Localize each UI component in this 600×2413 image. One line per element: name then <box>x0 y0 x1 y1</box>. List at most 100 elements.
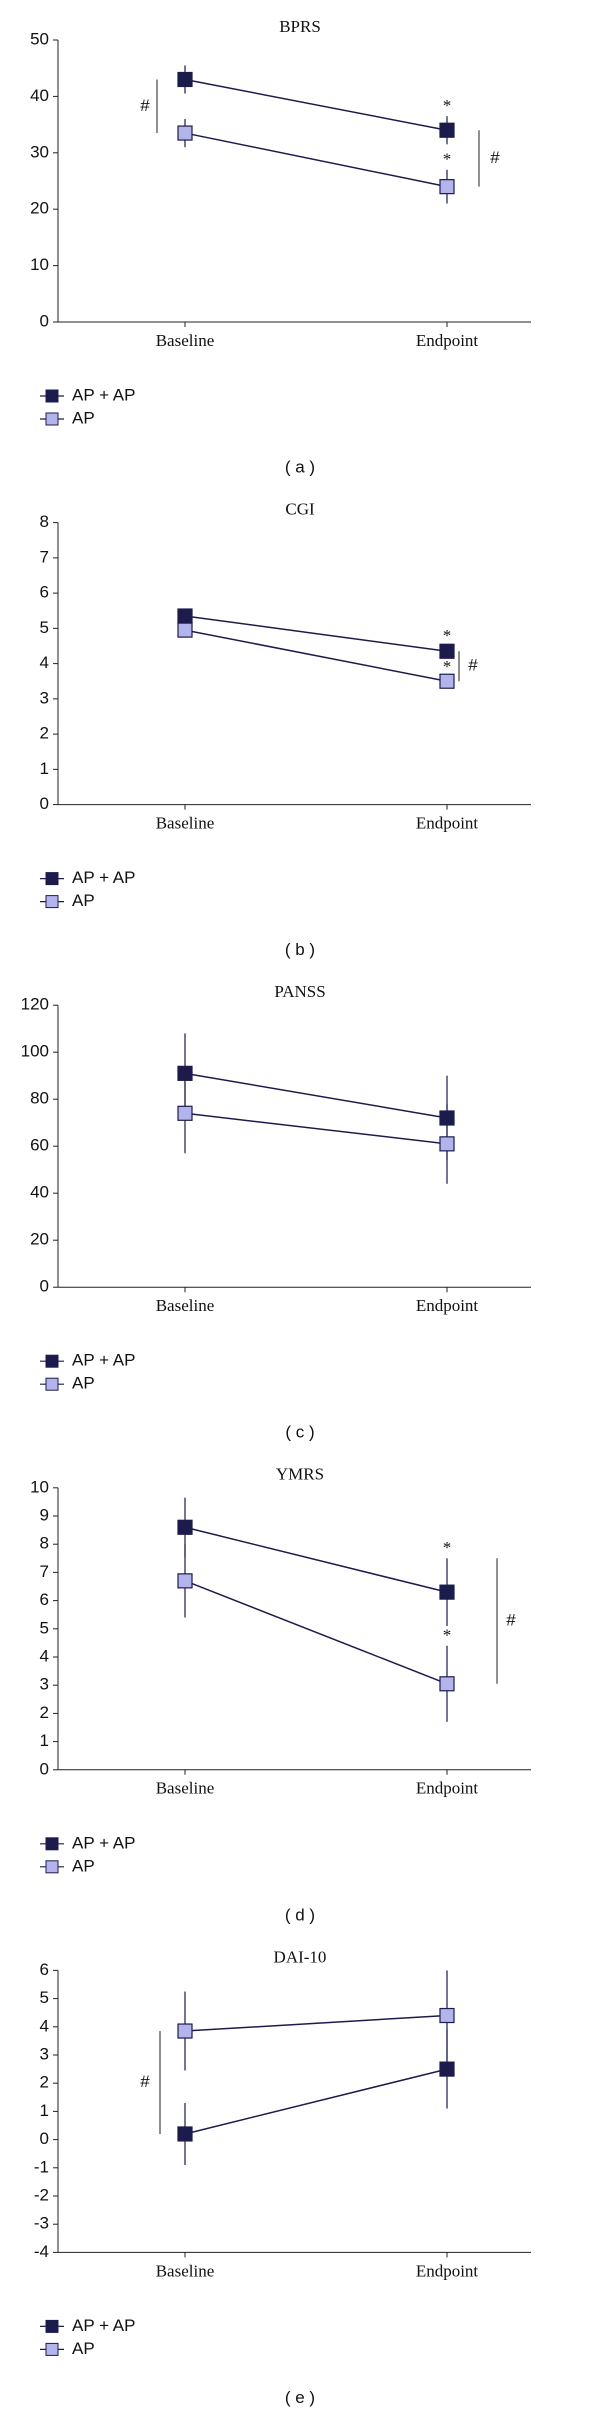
y-tick-label: 40 <box>30 86 49 105</box>
legend-label: AP + AP <box>72 1833 135 1852</box>
data-point <box>439 1136 455 1152</box>
significance-mark: # <box>468 656 478 675</box>
data-point <box>177 125 193 141</box>
legend-label: AP + AP <box>72 1351 135 1370</box>
series-line <box>184 2068 448 2135</box>
significance-mark: # <box>140 96 150 115</box>
y-tick-label: 2 <box>40 2073 49 2092</box>
significance-mark: * <box>443 1626 452 1645</box>
y-tick-label: 7 <box>40 1562 49 1581</box>
data-point <box>177 2023 193 2039</box>
legend-label: AP <box>72 1856 95 1875</box>
panel-label: ( d ) <box>285 1905 315 1924</box>
x-tick-label: Baseline <box>156 2261 215 2280</box>
data-point <box>439 673 455 689</box>
y-tick-label: 100 <box>21 1042 49 1061</box>
panel-label: ( b ) <box>285 940 315 959</box>
legend-marker <box>45 2342 59 2356</box>
legend-marker <box>45 1377 59 1391</box>
data-point <box>439 2061 455 2077</box>
series-line <box>184 132 448 188</box>
y-tick-label: 3 <box>40 1675 49 1694</box>
data-point <box>177 1519 193 1535</box>
y-tick-label: 10 <box>30 1477 49 1496</box>
chart-title: BPRS <box>279 17 321 36</box>
y-tick-label: 60 <box>30 1136 49 1155</box>
legend-marker <box>45 872 59 886</box>
y-tick-label: 4 <box>40 2016 49 2035</box>
significance-mark: # <box>140 2072 150 2091</box>
data-point <box>177 622 193 638</box>
significance-mark: * <box>443 1538 452 1557</box>
y-tick-label: 3 <box>40 688 49 707</box>
y-tick-label: 20 <box>30 1230 49 1249</box>
chart-title: YMRS <box>276 1465 324 1484</box>
y-tick-label: 80 <box>30 1089 49 1108</box>
y-tick-label: 0 <box>40 794 49 813</box>
y-tick-label: 8 <box>40 1534 49 1553</box>
x-tick-label: Baseline <box>156 814 215 833</box>
legend-label: AP + AP <box>72 868 135 887</box>
y-tick-label: 40 <box>30 1183 49 1202</box>
panel-label: ( e ) <box>285 2388 315 2407</box>
y-tick-label: 120 <box>21 995 49 1014</box>
y-tick-label: 1 <box>40 759 49 778</box>
x-tick-label: Baseline <box>156 331 215 350</box>
y-tick-label: 0 <box>40 1759 49 1778</box>
data-point <box>439 1676 455 1692</box>
y-tick-label: 2 <box>40 1703 49 1722</box>
y-tick-label: 4 <box>40 653 49 672</box>
series-line <box>184 2014 448 2032</box>
legend-marker <box>45 412 59 426</box>
y-tick-label: 30 <box>30 142 49 161</box>
data-point <box>439 179 455 195</box>
legend-label: AP <box>72 1374 95 1393</box>
x-tick-label: Endpoint <box>416 1296 479 1315</box>
y-tick-label: 0 <box>40 2129 49 2148</box>
y-tick-label: 5 <box>40 618 49 637</box>
legend-label: AP <box>72 891 95 910</box>
series-line <box>184 629 448 682</box>
data-point <box>439 643 455 659</box>
y-tick-label: -3 <box>34 2214 49 2233</box>
series-line <box>184 1112 448 1145</box>
y-tick-label: 0 <box>40 311 49 330</box>
series-line <box>184 615 448 653</box>
data-point <box>177 608 193 624</box>
panel-label: ( a ) <box>285 457 315 476</box>
y-tick-label: -4 <box>34 2242 49 2261</box>
data-point <box>439 2007 455 2024</box>
legend-label: AP + AP <box>72 2316 135 2335</box>
x-tick-label: Endpoint <box>416 2261 479 2280</box>
data-point <box>177 71 193 88</box>
y-tick-label: 8 <box>40 512 49 531</box>
series-line <box>184 1526 448 1593</box>
significance-mark: * <box>443 150 452 169</box>
significance-mark: # <box>490 148 500 167</box>
data-point <box>177 1573 193 1589</box>
legend-marker <box>45 1860 59 1874</box>
series-line <box>184 1580 448 1685</box>
x-tick-label: Baseline <box>156 1296 215 1315</box>
data-point <box>177 2126 193 2142</box>
x-tick-label: Baseline <box>156 1779 215 1798</box>
y-tick-label: 7 <box>40 547 49 566</box>
legend-label: AP <box>72 2339 95 2358</box>
x-tick-label: Endpoint <box>416 331 479 350</box>
data-point <box>439 122 455 138</box>
significance-mark: * <box>443 657 452 676</box>
y-tick-label: 4 <box>40 1646 49 1665</box>
series-line <box>184 78 448 131</box>
x-tick-label: Endpoint <box>416 1779 479 1798</box>
y-tick-label: 10 <box>30 255 49 274</box>
y-tick-label: 0 <box>40 1277 49 1296</box>
y-tick-label: 50 <box>30 29 49 48</box>
legend-marker <box>45 2319 59 2333</box>
significance-mark: * <box>443 626 452 645</box>
y-tick-label: 5 <box>40 1618 49 1637</box>
panel-label: ( c ) <box>285 1423 314 1442</box>
y-tick-label: 1 <box>40 1731 49 1750</box>
chart-title: DAI-10 <box>274 1947 327 1966</box>
legend-marker <box>45 1354 59 1368</box>
